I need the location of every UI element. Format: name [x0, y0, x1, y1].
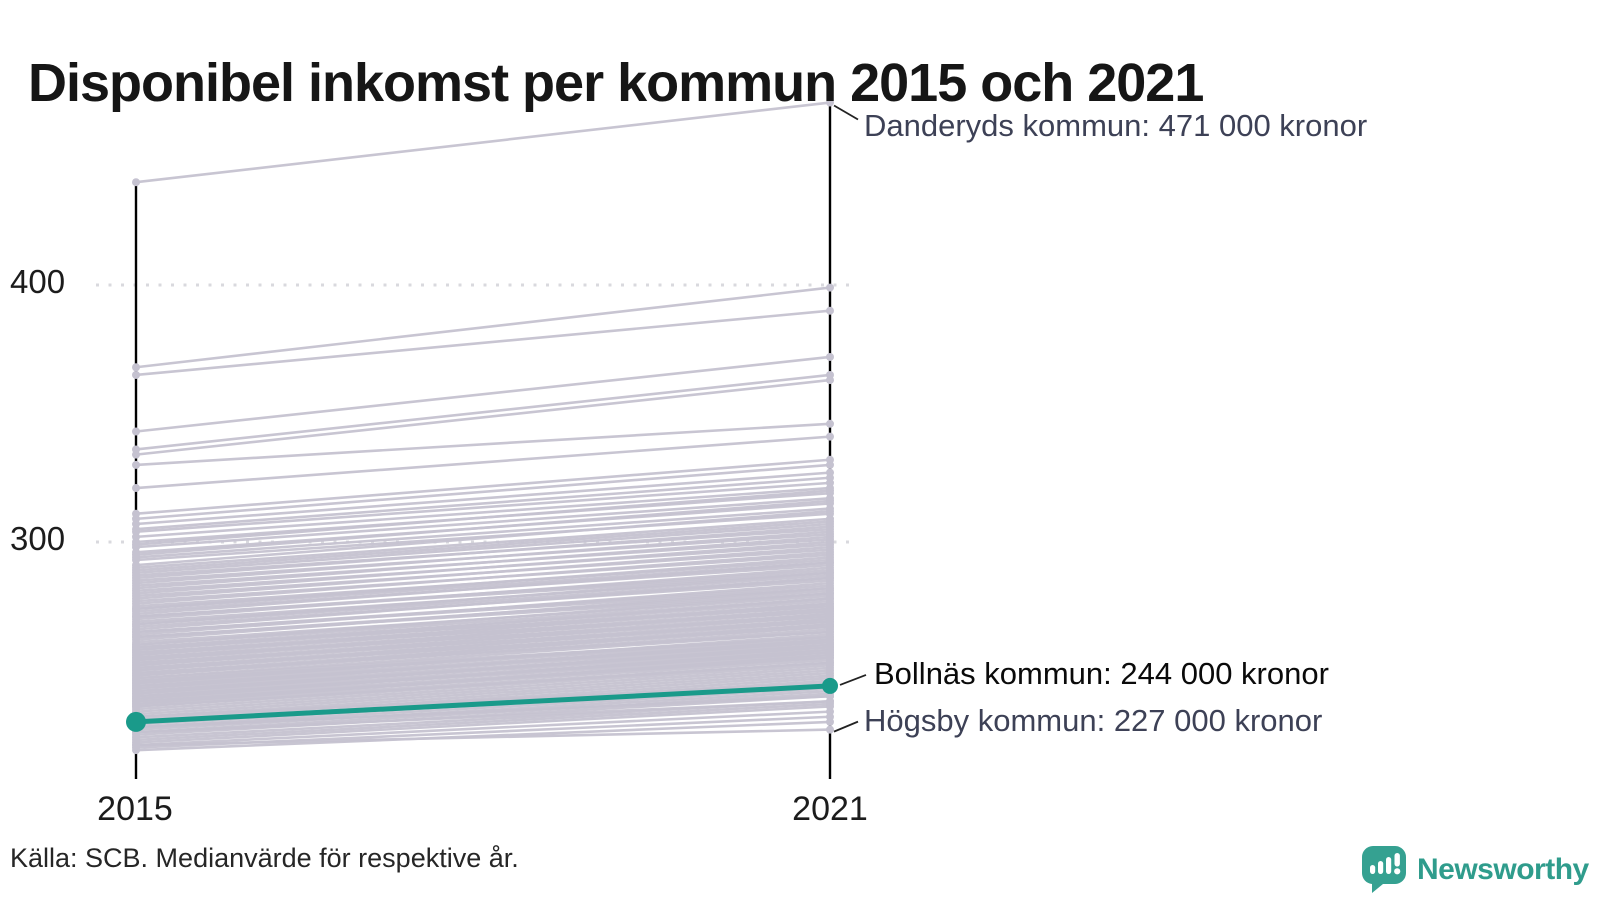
newsworthy-logo[interactable]: Newsworthy: [1362, 846, 1589, 893]
annotation-bollnas: Bollnäs kommun: 244 000 kronor: [874, 656, 1329, 691]
source-note: Källa: SCB. Medianvärde för respektive å…: [10, 843, 519, 873]
newsworthy-wordmark: Newsworthy: [1417, 852, 1589, 886]
annotation-danderyd: Danderyds kommun: 471 000 kronor: [864, 108, 1368, 143]
page-title: Disponibel inkomst per kommun 2015 och 2…: [28, 53, 1204, 114]
annotation-hogsby: Högsby kommun: 227 000 kronor: [864, 703, 1323, 738]
newsworthy-speech-bubble-icon: [1362, 846, 1406, 893]
x-axis-label-2021: 2021: [792, 790, 868, 828]
x-axis-label-2015: 2015: [97, 790, 173, 828]
y-axis-tick-400: 400: [10, 263, 66, 300]
y-axis-tick-300: 300: [10, 520, 66, 557]
